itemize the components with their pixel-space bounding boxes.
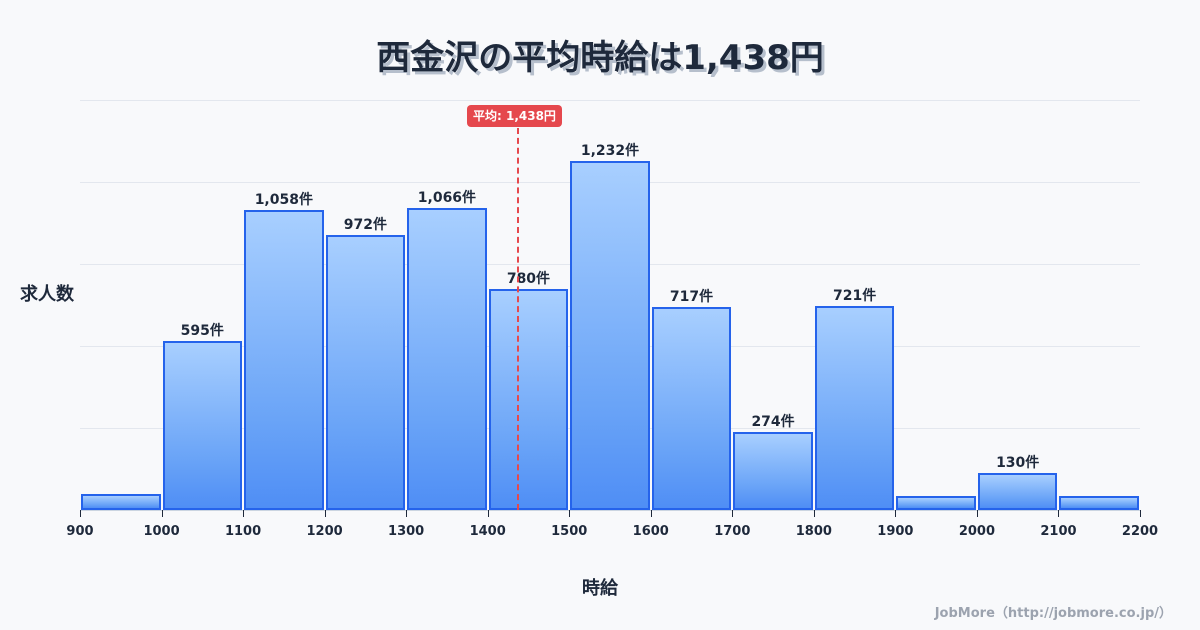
x-axis-line <box>80 510 1140 511</box>
bar-value-label: 1,232件 <box>580 143 640 159</box>
x-tick-mark <box>813 510 815 517</box>
histogram-bar <box>977 473 1058 510</box>
gridline <box>80 100 1140 101</box>
x-tick-mark <box>569 510 571 517</box>
plot-area: 595件 1,058件 972件 1,066件 780件 1,232件 717件 274件 72… <box>80 100 1140 510</box>
mean-badge: 平均: 1,438円 <box>467 105 562 127</box>
x-axis-label: 時給 <box>582 578 618 599</box>
x-tick-mark <box>161 510 163 517</box>
bar-value-label: 274件 <box>751 414 795 431</box>
histogram-bar <box>244 210 324 510</box>
x-tick-mark <box>406 510 408 517</box>
histogram-bar <box>570 161 650 510</box>
histogram-bar <box>407 208 487 510</box>
mean-line <box>517 128 519 510</box>
x-tick-label: 2200 <box>1121 524 1159 539</box>
x-tick-label: 1000 <box>143 524 180 539</box>
bar-value-label: 780件 <box>506 271 551 288</box>
bar-value-label: 972件 <box>343 216 387 233</box>
histogram-bar <box>325 234 406 510</box>
bar-value-label: 595件 <box>180 323 224 340</box>
x-tick-label: 1900 <box>877 524 914 539</box>
y-axis-label: 求人数 <box>20 284 74 305</box>
x-tick-mark <box>895 510 897 517</box>
x-tick-label: 2100 <box>1040 524 1077 539</box>
x-tick-label: 900 <box>66 524 94 539</box>
histogram-bar <box>1059 496 1139 510</box>
histogram-bar <box>81 494 161 510</box>
x-tick-label: 1300 <box>388 524 425 539</box>
x-tick-mark <box>487 510 489 517</box>
x-tick-mark <box>324 510 326 517</box>
chart-title: 西金沢の平均時給は1,438円 <box>376 38 824 78</box>
credit-text: JobMore（http://jobmore.co.jp/） <box>934 606 1172 621</box>
x-tick-mark <box>243 510 245 517</box>
histogram-bar <box>488 289 569 510</box>
x-tick-mark <box>1058 510 1060 517</box>
x-tick-mark <box>1140 510 1141 517</box>
histogram-bar <box>733 432 813 510</box>
x-tick-mark <box>80 510 81 517</box>
bar-value-label: 721件 <box>832 287 877 304</box>
bar-value-label: 1,058件 <box>254 192 313 209</box>
histogram-bar <box>162 341 243 510</box>
histogram-bar <box>651 306 732 510</box>
bar-value-label: 717件 <box>669 288 714 305</box>
x-tick-label: 1700 <box>714 524 751 539</box>
x-tick-mark <box>976 510 978 517</box>
x-tick-label: 1800 <box>795 524 832 539</box>
x-tick-label: 1200 <box>306 524 343 539</box>
x-tick-label: 1500 <box>551 524 588 539</box>
bar-value-label: 130件 <box>996 455 1040 472</box>
x-tick-label: 1400 <box>469 524 506 539</box>
bar-value-label: 1,066件 <box>417 190 477 207</box>
x-tick-mark <box>650 510 652 517</box>
x-tick-mark <box>732 510 734 517</box>
x-tick-label: 1100 <box>224 524 262 539</box>
x-tick-label: 2000 <box>958 524 996 539</box>
histogram-bar <box>896 495 976 510</box>
histogram-bar <box>814 305 895 510</box>
x-tick-label: 1600 <box>632 524 669 539</box>
